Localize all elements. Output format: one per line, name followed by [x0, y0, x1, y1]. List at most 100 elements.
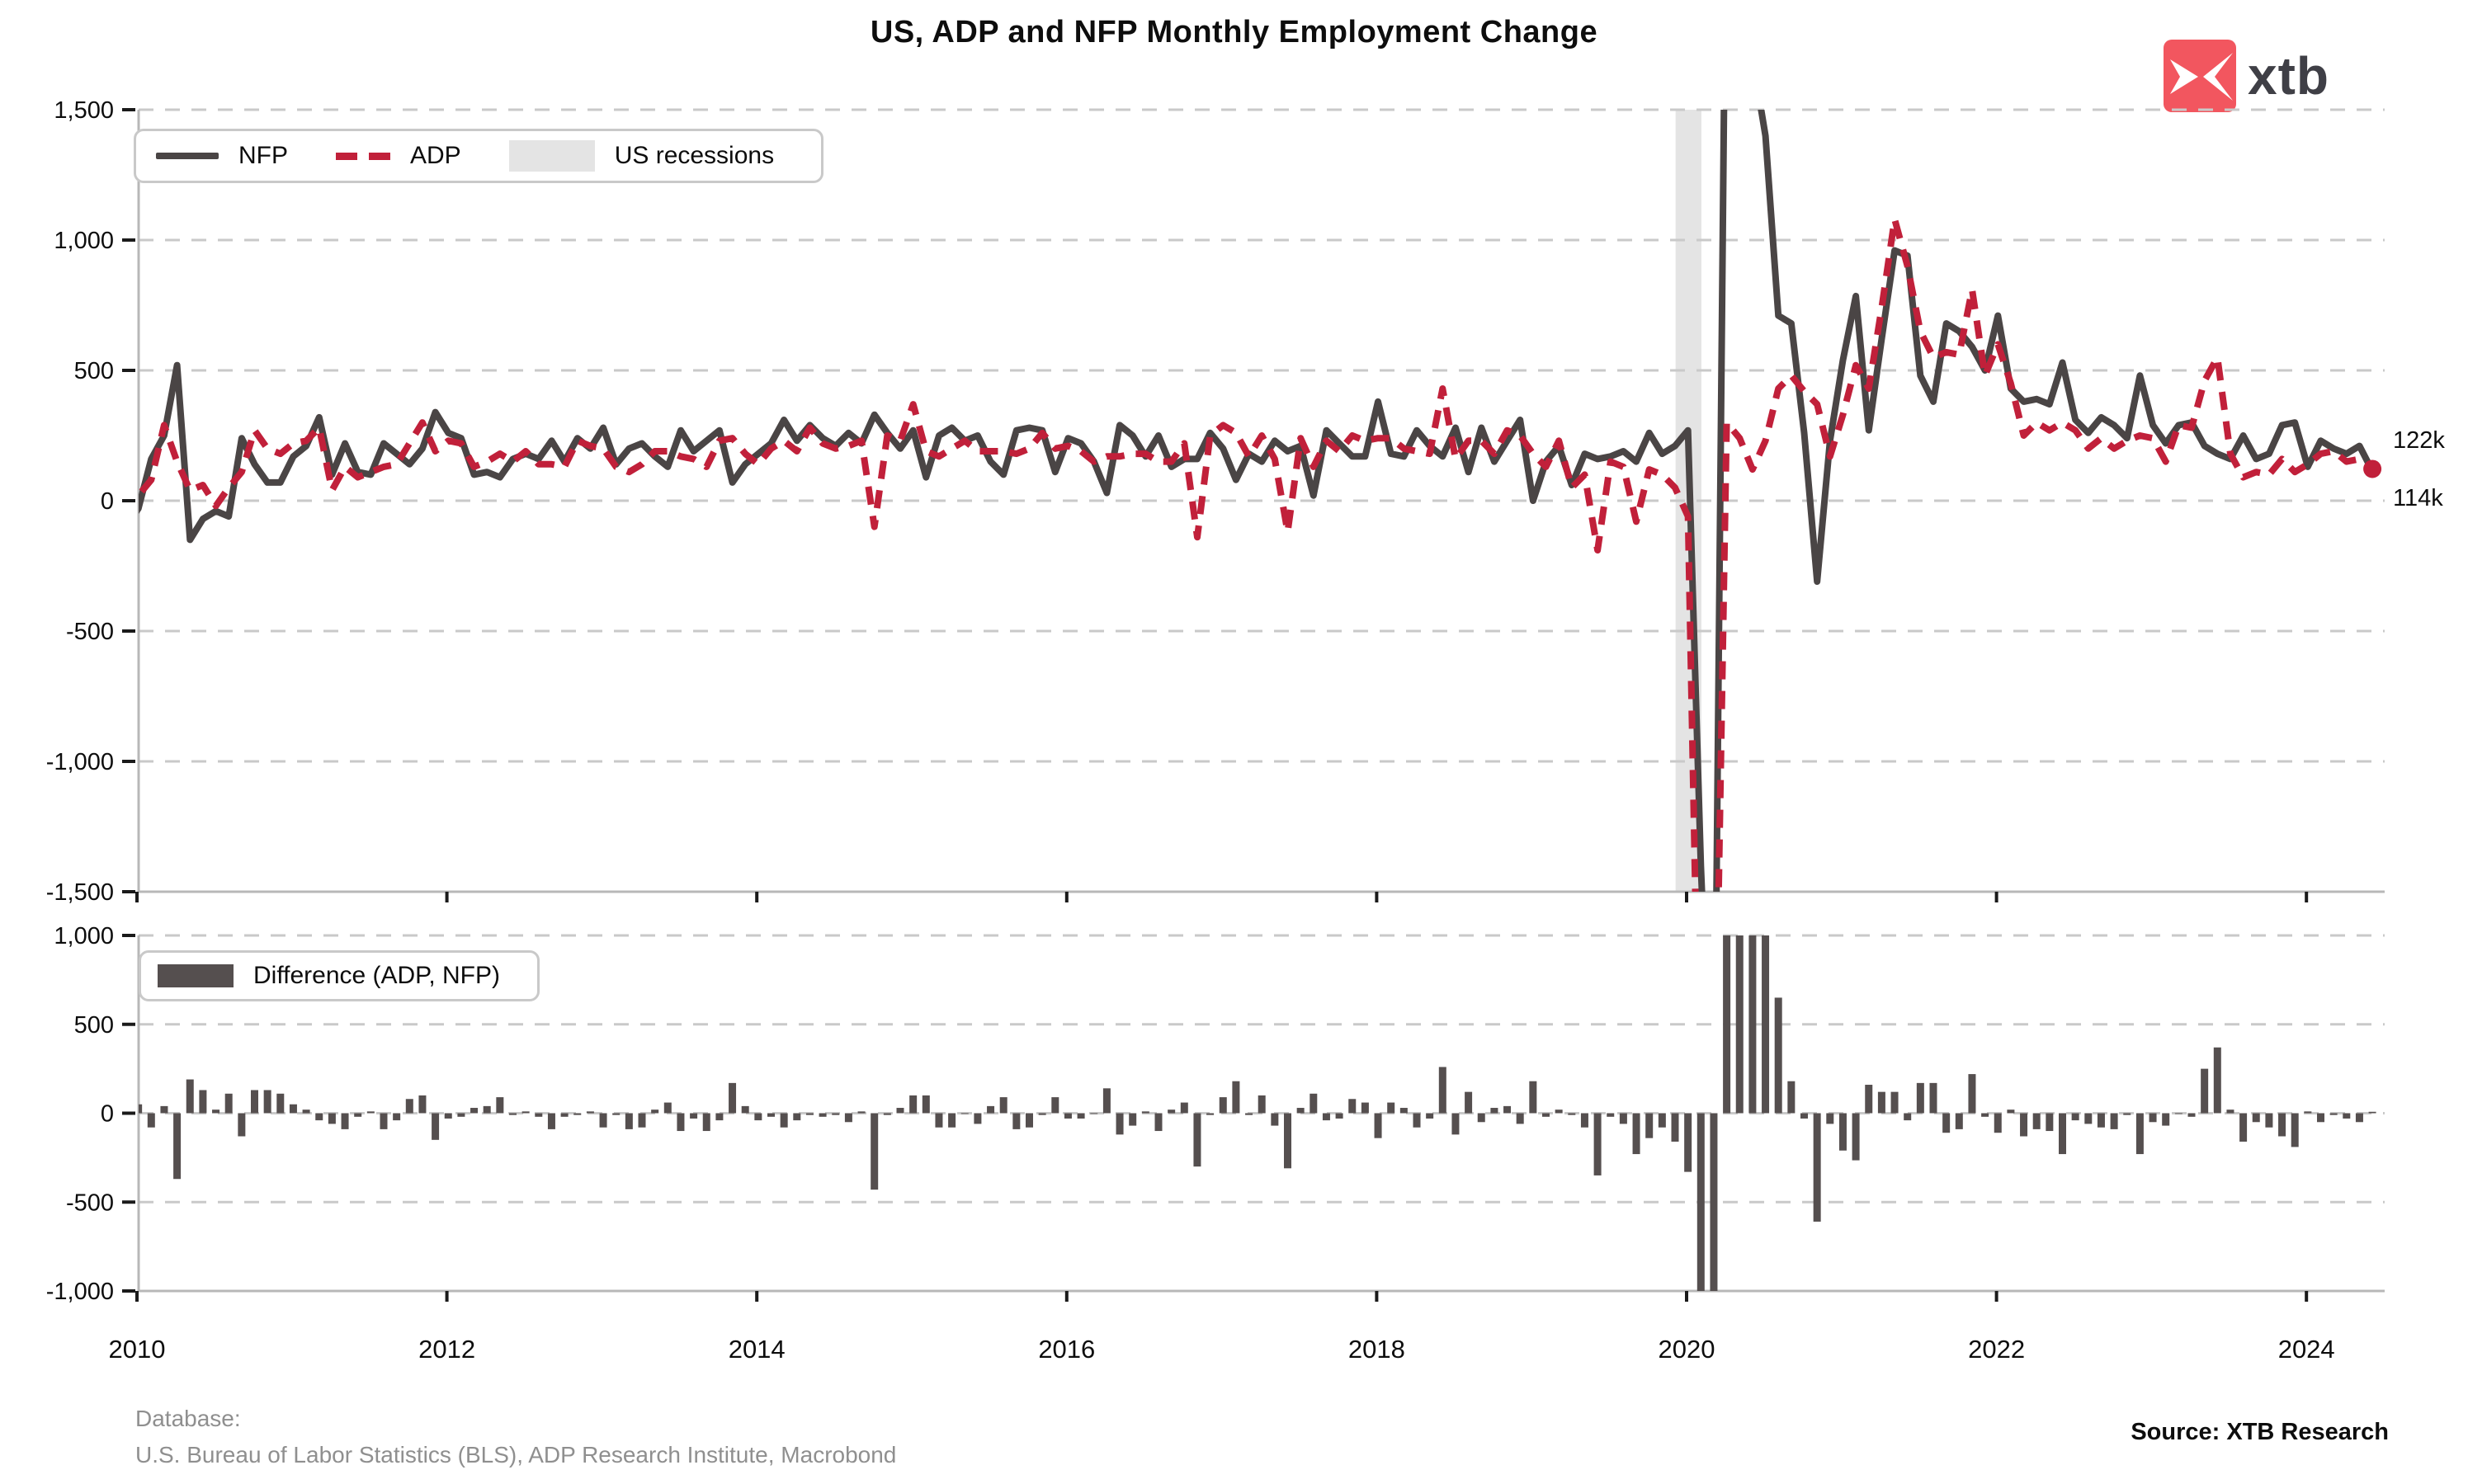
difference-bar: [2059, 1113, 2066, 1155]
difference-bar: [2239, 1113, 2248, 1142]
top-panel-ytick-label: 500: [74, 358, 114, 384]
legend-label-recessions: US recessions: [614, 142, 775, 169]
difference-bar: [1026, 1113, 1033, 1128]
difference-bar: [160, 1105, 168, 1114]
difference-bar: [547, 1113, 555, 1129]
difference-bar: [1555, 1109, 1563, 1114]
difference-bar: [909, 1095, 918, 1114]
x-axis-year-label: 2022: [1968, 1335, 2025, 1364]
difference-bar: [251, 1090, 258, 1114]
bottom-panel-legend: Difference (ADP, NFP): [139, 950, 540, 1001]
difference-bar: [690, 1113, 698, 1119]
difference-bar: [483, 1105, 491, 1114]
difference-bar: [521, 1111, 530, 1114]
difference-bar: [715, 1113, 724, 1121]
difference-bar: [1542, 1113, 1550, 1117]
legend-label-difference: Difference (ADP, NFP): [253, 962, 500, 989]
difference-bar: [1438, 1067, 1446, 1114]
difference-bar: [1116, 1113, 1124, 1135]
difference-bar: [2032, 1113, 2041, 1129]
difference-bar: [1748, 935, 1757, 1114]
difference-bar: [819, 1113, 827, 1117]
difference-bar: [289, 1104, 297, 1114]
difference-bar: [1942, 1113, 1951, 1133]
difference-bar: [1271, 1113, 1279, 1126]
bottom-panel-ytick-label: 500: [74, 1012, 114, 1039]
difference-bar: [238, 1113, 246, 1137]
difference-bar: [2278, 1113, 2286, 1137]
difference-bar: [702, 1113, 710, 1132]
database-label: Database:: [135, 1406, 241, 1431]
difference-bar: [139, 1104, 143, 1114]
difference-bar: [1129, 1113, 1137, 1126]
difference-bar: [1632, 1113, 1640, 1155]
difference-bar: [1335, 1113, 1343, 1119]
difference-bar: [2110, 1113, 2118, 1129]
x-axis-year-label: 2012: [418, 1335, 475, 1364]
difference-bar: [1658, 1113, 1666, 1128]
top-panel-series: [139, 110, 2382, 892]
bottom-panel-ytick-label: 1,000: [54, 923, 114, 949]
difference-bar: [1193, 1113, 1201, 1167]
difference-bar: [2007, 1109, 2015, 1114]
difference-bar: [1310, 1093, 1318, 1114]
x-axis-year-label: 2014: [729, 1335, 786, 1364]
difference-bar: [2162, 1113, 2170, 1126]
x-axis-year-label: 2024: [2278, 1335, 2335, 1364]
difference-bar: [432, 1113, 440, 1140]
difference-bar: [625, 1113, 633, 1129]
difference-bar: [2368, 1111, 2376, 1114]
difference-bar: [393, 1113, 401, 1121]
difference-bar: [315, 1113, 323, 1121]
difference-bar: [1619, 1113, 1627, 1124]
difference-bar: [1838, 1113, 1847, 1151]
difference-bar: [1490, 1108, 1498, 1114]
difference-bar: [1593, 1113, 1602, 1175]
difference-bar: [832, 1113, 840, 1115]
difference-bar: [1064, 1113, 1072, 1119]
difference-bar: [173, 1113, 182, 1180]
xtb-logo-text: xtb: [2248, 46, 2329, 106]
difference-bar: [1710, 1113, 1718, 1291]
difference-bar: [638, 1113, 646, 1128]
difference-bar: [470, 1108, 479, 1114]
difference-bar: [1399, 1108, 1408, 1114]
difference-bar: [2343, 1113, 2351, 1119]
difference-bar: [1051, 1097, 1059, 1114]
adp-line: [139, 215, 2375, 892]
difference-bar: [1877, 1091, 1885, 1114]
difference-bar: [263, 1090, 271, 1114]
difference-bar: [328, 1113, 336, 1124]
difference-bar: [1865, 1085, 1873, 1114]
difference-bar: [1387, 1102, 1395, 1114]
difference-bar: [948, 1113, 956, 1128]
bottom-panel-ytick-label: 0: [101, 1101, 114, 1128]
difference-bar: [805, 1113, 814, 1115]
difference-bar: [1529, 1081, 1537, 1114]
difference-bar: [1671, 1113, 1679, 1142]
legend-label-adp: ADP: [410, 142, 461, 169]
difference-bar: [1361, 1102, 1369, 1114]
difference-bar: [896, 1108, 904, 1114]
database-note: Database: U.S. Bureau of Labor Statistic…: [135, 1401, 896, 1473]
difference-bar: [612, 1113, 621, 1115]
difference-bar: [999, 1097, 1007, 1114]
difference-bar: [2135, 1113, 2144, 1155]
difference-bar: [729, 1082, 737, 1114]
difference-bar: [1981, 1113, 1989, 1117]
x-axis-year-label: 2016: [1038, 1335, 1095, 1364]
difference-bar: [405, 1099, 413, 1114]
legend-item-nfp: NFP: [156, 142, 288, 170]
difference-bar: [341, 1113, 349, 1129]
difference-bar: [1038, 1113, 1046, 1115]
difference-bar: [1296, 1108, 1305, 1114]
nfp-line-swatch: [156, 153, 219, 159]
difference-bar: [186, 1079, 194, 1114]
difference-bar: [1077, 1113, 1085, 1119]
top-panel-ytick-label: -1,000: [46, 749, 114, 775]
adp-dashed-swatch: [336, 152, 390, 160]
difference-bar: [1180, 1102, 1188, 1114]
difference-bar: [1451, 1113, 1460, 1135]
difference-bar: [599, 1113, 607, 1128]
